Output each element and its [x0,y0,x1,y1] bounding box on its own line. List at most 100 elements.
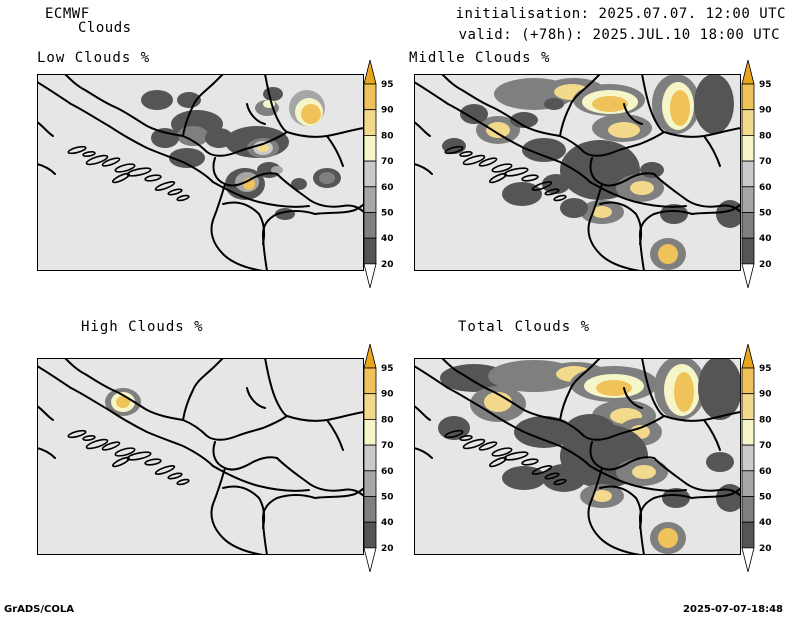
border-lines [414,74,741,271]
country-border [599,201,643,245]
cloud-contour [694,74,734,134]
colorbar-tick-label: 60 [381,183,394,193]
colorbar-tick-label: 95 [759,80,772,90]
colorbar-tick-label: 50 [759,209,772,219]
colorbar-tick-label: 90 [381,106,394,116]
cloud-contour [596,380,632,396]
colorbar-band [363,521,377,549]
country-border [212,441,278,471]
island [111,456,131,468]
country-border [210,183,264,271]
colorbar-band [363,109,377,136]
country-border [587,183,641,271]
island [462,438,486,450]
colorbar-band [363,470,377,497]
island [478,441,498,451]
island [126,451,152,461]
country-border [414,163,433,175]
map-total-clouds [414,358,741,555]
map-frame [37,74,364,271]
footer-grads-label: GrADS/COLA [4,604,74,615]
cloud-contour [116,396,130,408]
cloud-field [442,74,741,270]
colorbar-band [741,237,755,265]
island [459,434,473,442]
island [114,447,136,457]
country-border [691,487,741,499]
country-border [414,447,433,459]
country-border [212,181,310,208]
map-frame [414,74,741,271]
country-border [314,203,364,215]
cloud-contour [670,90,690,126]
colorbar-tick-label: 60 [759,183,772,193]
cloud-field [105,388,141,416]
colorbar-triangle-bottom [741,547,755,572]
cloud-contour [640,162,664,178]
country-border [246,103,266,125]
colorbar-high: 95 90 80 70 60 50 40 20 [363,343,394,572]
valid-time: valid: (+78h): 2025.JUL.10 18:00 UTC [458,27,780,43]
country-border [276,457,364,497]
colorbar-triangle-top [741,343,755,369]
colorbar-band [741,160,755,188]
colorbar-band [741,135,755,162]
colorbar-tick-label: 20 [759,260,772,270]
map-frame [37,358,364,555]
panel-title-low: Low Clouds % [37,50,151,66]
colorbar-band [363,237,377,265]
colorbar-tick-label: 50 [381,493,394,503]
country-border [559,358,601,421]
country-border [37,365,214,467]
country-border [414,405,431,421]
island [531,465,553,475]
island [521,458,539,466]
country-border [262,210,316,271]
cloud-contour [502,182,542,206]
initialisation-time: initialisation: 2025.07.07. 12:00 UTC [455,6,786,22]
colorbar-band [363,393,377,420]
island [176,478,190,486]
country-border [222,485,266,529]
colorbar-total: 95 90 80 70 60 50 40 20 [741,343,772,572]
map-low-clouds [37,74,364,271]
country-border [222,201,266,245]
island [144,458,162,466]
colorbar-tick-label: 80 [381,131,394,141]
colorbar-band [741,83,755,111]
colorbar-band [363,83,377,111]
cloud-contour [632,465,656,479]
map-middle-clouds [414,74,741,271]
cloud-contour [560,198,588,218]
country-border [589,465,687,492]
colorbar-tick-label: 90 [759,390,772,400]
country-border [182,74,224,137]
border-lines [37,358,364,555]
cloud-contour [522,138,566,162]
map-frame [414,358,741,555]
colorbar-band [363,367,377,395]
colorbar-tick-label: 20 [381,260,394,270]
colorbar-tick-label: 40 [759,518,772,528]
colorbar-tick-label: 80 [759,415,772,425]
island [488,172,508,184]
country-border [212,465,310,492]
island [82,150,96,158]
cloud-contour [486,122,510,138]
island [85,438,109,450]
colorbar-tick-label: 50 [759,493,772,503]
islands [67,145,190,202]
country-border [587,467,641,555]
country-border [276,173,364,213]
country-border [641,358,665,417]
colorbar-triangle-top [363,343,377,369]
colorbar-band [741,367,755,395]
colorbar-tick-label: 95 [381,364,394,374]
cloud-contour [177,126,209,146]
country-border [326,135,344,167]
country-border [264,74,288,133]
colorbar-band [741,419,755,446]
cloud-contour [263,87,283,101]
country-border [414,365,591,467]
colorbar-triangle-top [741,59,755,85]
